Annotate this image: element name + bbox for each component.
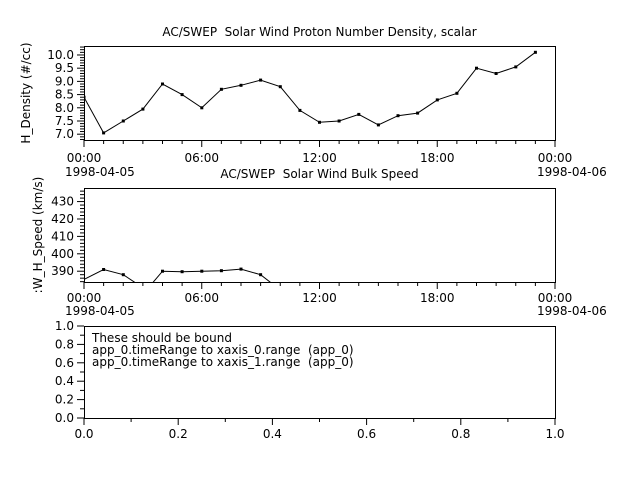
x-tick-label: 00:00 — [67, 291, 102, 305]
x-tick-label: 06:00 — [184, 151, 219, 165]
y-tick-label: 9.0 — [55, 74, 74, 88]
data-point — [357, 112, 361, 116]
data-point — [102, 131, 106, 135]
x-tick-label: 18:00 — [420, 151, 455, 165]
data-point — [278, 85, 282, 89]
data-point — [161, 269, 164, 273]
data-point — [180, 270, 184, 274]
y-tick-label: 8.0 — [55, 101, 74, 115]
data-point — [455, 91, 459, 95]
x-tick-label: 0.8 — [451, 427, 470, 441]
data-point — [435, 98, 439, 102]
data-line — [84, 268, 136, 282]
data-point — [121, 273, 125, 277]
plot3-x-axis[interactable]: 0.0 0.2 0.4 0.6 0.8 1.0 — [74, 418, 565, 441]
y-tick-label: 7.5 — [55, 114, 74, 128]
plot2: 390 400 410 420 430 00:00 06:00 12:00 18:00 00:00 — [51, 188, 573, 305]
data-line — [84, 51, 536, 134]
plot2-frame[interactable] — [84, 188, 556, 283]
data-point — [161, 82, 164, 86]
data-point — [141, 107, 145, 111]
y-tick-label: 390 — [51, 264, 74, 278]
data-point — [298, 108, 302, 112]
x-tick-label: 06:00 — [184, 291, 219, 305]
data-point — [219, 87, 223, 91]
y-tick-label: 1.0 — [55, 319, 74, 333]
plot2-x-axis[interactable]: 00:00 06:00 12:00 18:00 00:00 — [67, 282, 573, 305]
x-tick-label: 1.0 — [545, 427, 564, 441]
plot2-series — [84, 267, 271, 282]
y-tick-label: 10.0 — [47, 48, 74, 62]
plot1-x-axis[interactable]: 00:00 06:00 12:00 18:00 00:00 — [67, 140, 573, 165]
x-tick-label: 0.0 — [74, 427, 93, 441]
y-tick-label: 0.8 — [55, 337, 74, 351]
data-point — [219, 269, 223, 273]
y-tick-label: 8.5 — [55, 88, 74, 102]
x-tick-label: 18:00 — [420, 291, 455, 305]
data-point — [533, 50, 537, 54]
annotation-line-2: app_0.timeRange to xaxis_0.range (app_0) — [92, 343, 354, 357]
data-point — [396, 114, 400, 118]
data-point — [239, 83, 243, 87]
data-point — [180, 93, 184, 97]
plot2-title: AC/SWEP Solar Wind Bulk Speed — [220, 167, 419, 181]
y-tick-label: 7.0 — [55, 127, 74, 141]
plot1-start-date: 1998-04-05 — [65, 165, 135, 179]
plot1-y-axis-label: H_Density (#/cc) — [19, 42, 33, 144]
y-tick-label: 0.0 — [55, 411, 74, 425]
plot2-y-axis[interactable]: 390 400 410 420 430 — [51, 190, 84, 283]
x-tick-label: 0.2 — [169, 427, 188, 441]
y-tick-label: 400 — [51, 247, 74, 261]
y-tick-label: 430 — [51, 195, 74, 209]
data-point — [416, 111, 420, 115]
data-point — [318, 120, 321, 124]
data-line — [152, 268, 271, 282]
data-point — [514, 65, 518, 69]
y-tick-label: 0.2 — [55, 393, 74, 407]
data-point — [475, 66, 478, 70]
x-tick-label: 00:00 — [538, 151, 573, 165]
x-tick-label: 12:00 — [302, 151, 337, 165]
y-tick-label: 0.6 — [55, 356, 74, 370]
x-tick-label: 0.4 — [263, 427, 282, 441]
y-tick-label: 410 — [51, 229, 74, 243]
plot2-end-date: 1998-04-06 — [537, 304, 607, 318]
plot2-y-axis-label: :W_H_Speed (km/s) — [31, 176, 45, 294]
plot1-series — [84, 50, 537, 135]
plot1-y-axis[interactable]: 7.07.58.08.59.09.510.0 — [47, 46, 84, 141]
y-tick-label: 420 — [51, 212, 74, 226]
data-point — [337, 119, 341, 123]
plot2-start-date: 1998-04-05 — [65, 304, 135, 318]
annotation-line-1: These should be bound — [92, 331, 232, 345]
x-tick-label: 00:00 — [67, 151, 102, 165]
x-tick-label: 00:00 — [538, 291, 573, 305]
data-point — [84, 95, 86, 99]
data-point — [259, 78, 263, 82]
y-tick-label: 9.5 — [55, 61, 74, 75]
plot3: 0.0 0.2 0.4 0.6 0.8 1.0 0.0 0.2 0.4 0.6 0.8 1.0 — [55, 319, 565, 441]
data-point — [239, 267, 243, 271]
data-point — [259, 273, 263, 277]
data-point — [494, 72, 498, 75]
y-tick-label: 0.4 — [55, 374, 74, 388]
annotation-line-3: app_0.timeRange to xaxis_1.range (app_0) — [92, 355, 354, 369]
data-point — [200, 269, 204, 273]
plot3-y-axis[interactable]: 0.0 0.2 0.4 0.6 0.8 1.0 — [55, 319, 84, 425]
plot1-end-date: 1998-04-06 — [537, 165, 607, 179]
plot1: 7.07.58.08.59.09.510.0 00:00 06:00 12:00 18:… — [47, 46, 573, 165]
data-point — [376, 123, 380, 127]
data-point — [200, 106, 204, 110]
plot1-title: AC/SWEP Solar Wind Proton Number Density… — [162, 25, 477, 39]
x-tick-label: 0.6 — [357, 427, 376, 441]
x-tick-label: 12:00 — [302, 291, 337, 305]
data-point — [121, 119, 125, 123]
data-point — [102, 268, 106, 271]
